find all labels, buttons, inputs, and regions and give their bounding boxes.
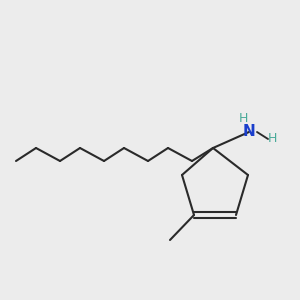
Text: H: H (267, 133, 277, 146)
Text: N: N (243, 124, 255, 140)
Text: H: H (238, 112, 248, 124)
